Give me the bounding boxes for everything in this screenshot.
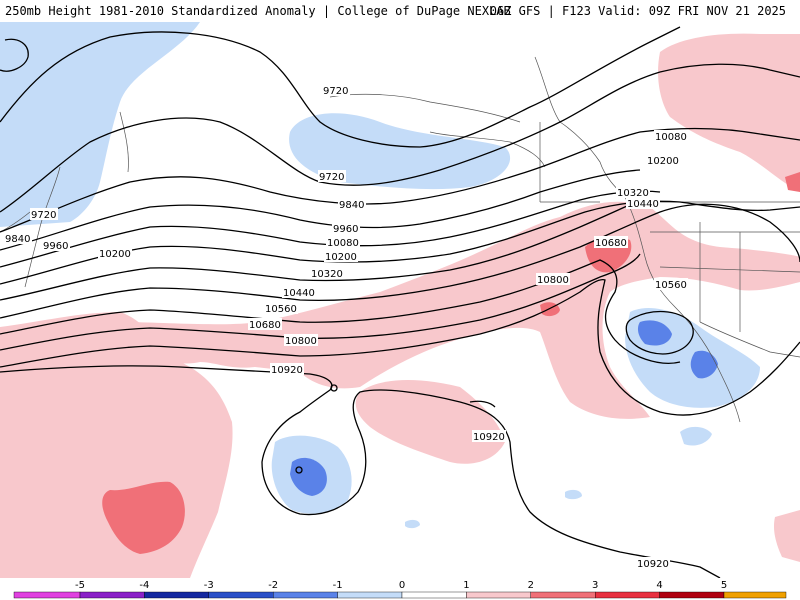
- pos-anomaly-core-southwest: [102, 481, 185, 554]
- contour-10560: [0, 259, 681, 364]
- contour-label: 10440: [283, 288, 315, 299]
- colorbar-tick-label: 3: [592, 580, 598, 591]
- contour-label: 10080: [327, 238, 359, 249]
- colorbar-segment: [466, 591, 531, 599]
- contour-label: 10560: [655, 280, 687, 291]
- contour-label: 10920: [271, 365, 303, 376]
- contour-label: 10920: [473, 432, 505, 443]
- contour-outer-low: [0, 38, 29, 72]
- contour-label: 10800: [537, 275, 569, 286]
- pos-anomaly-blob-southeast: [773, 510, 800, 562]
- contour-10440: [0, 203, 800, 319]
- neg-anomaly-blob-small: [565, 489, 582, 500]
- neg-anomaly-blob-east: [680, 426, 712, 446]
- pos-anomaly-core-northeast: [785, 172, 800, 192]
- anomaly-shading: [0, 22, 800, 578]
- contour-label: 10080: [655, 132, 687, 143]
- contour-label: 9960: [333, 224, 358, 235]
- contour-10680: [0, 253, 641, 351]
- colorbar-tick-label: -2: [268, 580, 278, 591]
- contour-label: 9840: [339, 200, 364, 211]
- contour-labels: 9720 9720 9720 9840 9840 9960 9960 10080…: [4, 84, 688, 570]
- map-header: 250mb Height 1981-2010 Standardized Anom…: [0, 0, 800, 22]
- low-center-marker: [330, 384, 338, 392]
- neg-anomaly-blob-lowermid: [405, 519, 420, 529]
- contour-label: 9840: [5, 234, 30, 245]
- colorbar-segments: [13, 591, 787, 599]
- contour-label: 9720: [323, 86, 348, 97]
- contour-label: 10800: [285, 336, 317, 347]
- colorbar-tick-label: 0: [399, 580, 405, 591]
- contour-label: 9960: [43, 241, 68, 252]
- colorbar-segment: [79, 591, 145, 599]
- contour-label: 10200: [647, 156, 679, 167]
- colorbar-tick-label: 4: [656, 580, 662, 591]
- colorbar-segment: [273, 591, 338, 599]
- colorbar-tick-label: -3: [204, 580, 214, 591]
- neg-anomaly-area-northwest: [0, 22, 200, 227]
- neg-anomaly-core-baja: [690, 350, 718, 379]
- colorbar-ticks: -5 -4 -3 -2 -1 0 1 2 3 4 5: [75, 580, 727, 591]
- colorbar-tick-label: 1: [463, 580, 469, 591]
- colorbar-segment: [659, 591, 725, 599]
- colorbar-segment: [401, 591, 467, 599]
- colorbar-tick-label: -4: [139, 580, 149, 591]
- contour-label: 10320: [311, 269, 343, 280]
- contour-9720: [0, 63, 800, 213]
- contour-label: 10920: [637, 559, 669, 570]
- colorbar-tick-label: 5: [721, 580, 727, 591]
- colorbar-segment: [208, 591, 274, 599]
- contour-label: 10680: [595, 238, 627, 249]
- height-contours: [0, 26, 800, 578]
- contour-10920-east: [469, 400, 496, 408]
- pos-anomaly-area-hawaii: [355, 380, 505, 464]
- colorbar-segment: [13, 591, 81, 599]
- anomaly-colorbar: -5 -4 -3 -2 -1 0 1 2 3 4 5: [0, 578, 800, 600]
- contour-label: 10200: [99, 249, 131, 260]
- neg-anomaly-core-california: [637, 320, 672, 346]
- contour-10560-ring: [625, 310, 694, 355]
- colorbar-tick-label: -5: [75, 580, 85, 591]
- colorbar-tick-label: 2: [528, 580, 534, 591]
- contour-9720-top: [0, 26, 681, 148]
- colorbar-tick-label: -1: [333, 580, 343, 591]
- contour-label: 10680: [249, 320, 281, 331]
- colorbar-segment: [144, 591, 209, 599]
- contour-label: 9720: [31, 210, 56, 221]
- map-title: 250mb Height 1981-2010 Standardized Anom…: [5, 4, 511, 18]
- colorbar-segment: [530, 591, 596, 599]
- contour-10800: [0, 278, 800, 416]
- contour-9840: [0, 127, 800, 233]
- low-center-marker: [295, 466, 303, 474]
- model-run-info: 06Z GFS | F123 Valid: 09Z FRI NOV 21 202…: [489, 4, 786, 18]
- low-centers: [295, 384, 338, 474]
- colorbar-segment: [337, 591, 403, 599]
- contour-10200: [0, 200, 800, 285]
- contour-10320: [0, 199, 641, 301]
- anomaly-map: 9720 9720 9720 9840 9840 9960 9960 10080…: [0, 22, 800, 578]
- colorbar-segment: [595, 591, 660, 599]
- contour-label: 10200: [325, 252, 357, 263]
- contour-label: 9720: [319, 172, 344, 183]
- contour-label: 10320: [617, 188, 649, 199]
- coastlines: [0, 56, 800, 423]
- pos-anomaly-area-north: [658, 33, 800, 192]
- colorbar-segment: [723, 591, 787, 599]
- contour-label: 10560: [265, 304, 297, 315]
- contour-label: 10440: [627, 199, 659, 210]
